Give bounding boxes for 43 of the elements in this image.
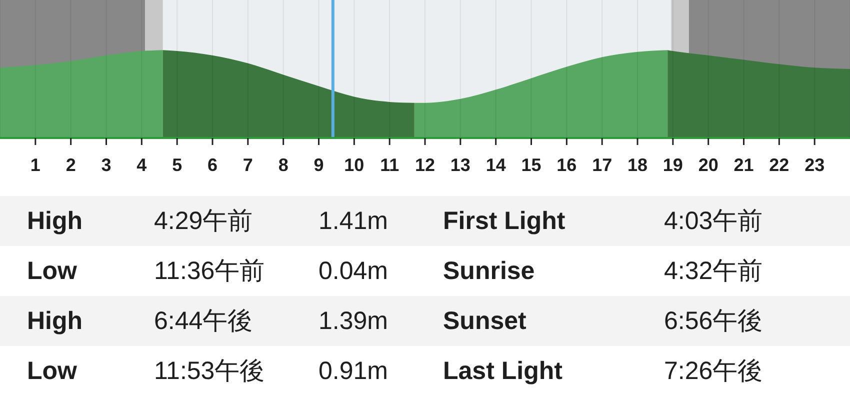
text: 1.41m: [318, 206, 388, 237]
x-tick-label: 2: [66, 154, 76, 175]
x-tick-label: 22: [769, 154, 790, 175]
x-tick-label: 11: [380, 154, 400, 175]
x-tick-label: 13: [450, 154, 470, 175]
x-tick-label: 17: [592, 154, 612, 175]
text: High: [27, 206, 83, 237]
x-tick-label: 23: [804, 154, 825, 175]
text: 4:03午前: [664, 206, 763, 237]
text: 11:36午前: [154, 256, 265, 287]
text: Last Light: [443, 356, 562, 387]
text: Sunrise: [443, 256, 535, 287]
x-tick-label: 1: [30, 154, 40, 175]
text: 11:53午後: [154, 356, 265, 387]
text: Low: [27, 256, 77, 287]
x-tick-label: 9: [314, 154, 324, 175]
x-tick-label: 5: [172, 154, 182, 175]
x-tick-label: 8: [278, 154, 288, 175]
x-tick-label: 7: [242, 154, 253, 175]
text: 6:44午後: [154, 306, 253, 337]
text: High: [27, 306, 83, 337]
text: 0.91m: [318, 356, 388, 387]
text: Sunset: [443, 306, 526, 337]
x-tick-label: 19: [662, 154, 683, 175]
x-tick-label: 6: [207, 154, 218, 175]
text: Low: [27, 356, 77, 387]
x-tick-label: 21: [734, 154, 754, 175]
text: 4:32午前: [664, 256, 763, 287]
x-tick-label: 20: [698, 154, 718, 175]
x-tick-label: 4: [136, 154, 147, 175]
text: First Light: [443, 206, 566, 237]
x-tick-label: 16: [556, 154, 577, 175]
text: 7:26午後: [664, 356, 763, 387]
x-tick-label: 18: [627, 154, 648, 175]
x-tick-label: 10: [344, 154, 364, 175]
x-tick-label: 14: [486, 154, 506, 175]
text: 6:56午後: [664, 306, 763, 337]
text: 4:29午前: [154, 206, 253, 237]
x-tick-label: 12: [414, 154, 436, 175]
x-tick-label: 3: [101, 154, 112, 175]
x-tick-label: 15: [521, 154, 542, 175]
text: 1.39m: [318, 306, 388, 337]
text: 0.04m: [318, 256, 388, 287]
